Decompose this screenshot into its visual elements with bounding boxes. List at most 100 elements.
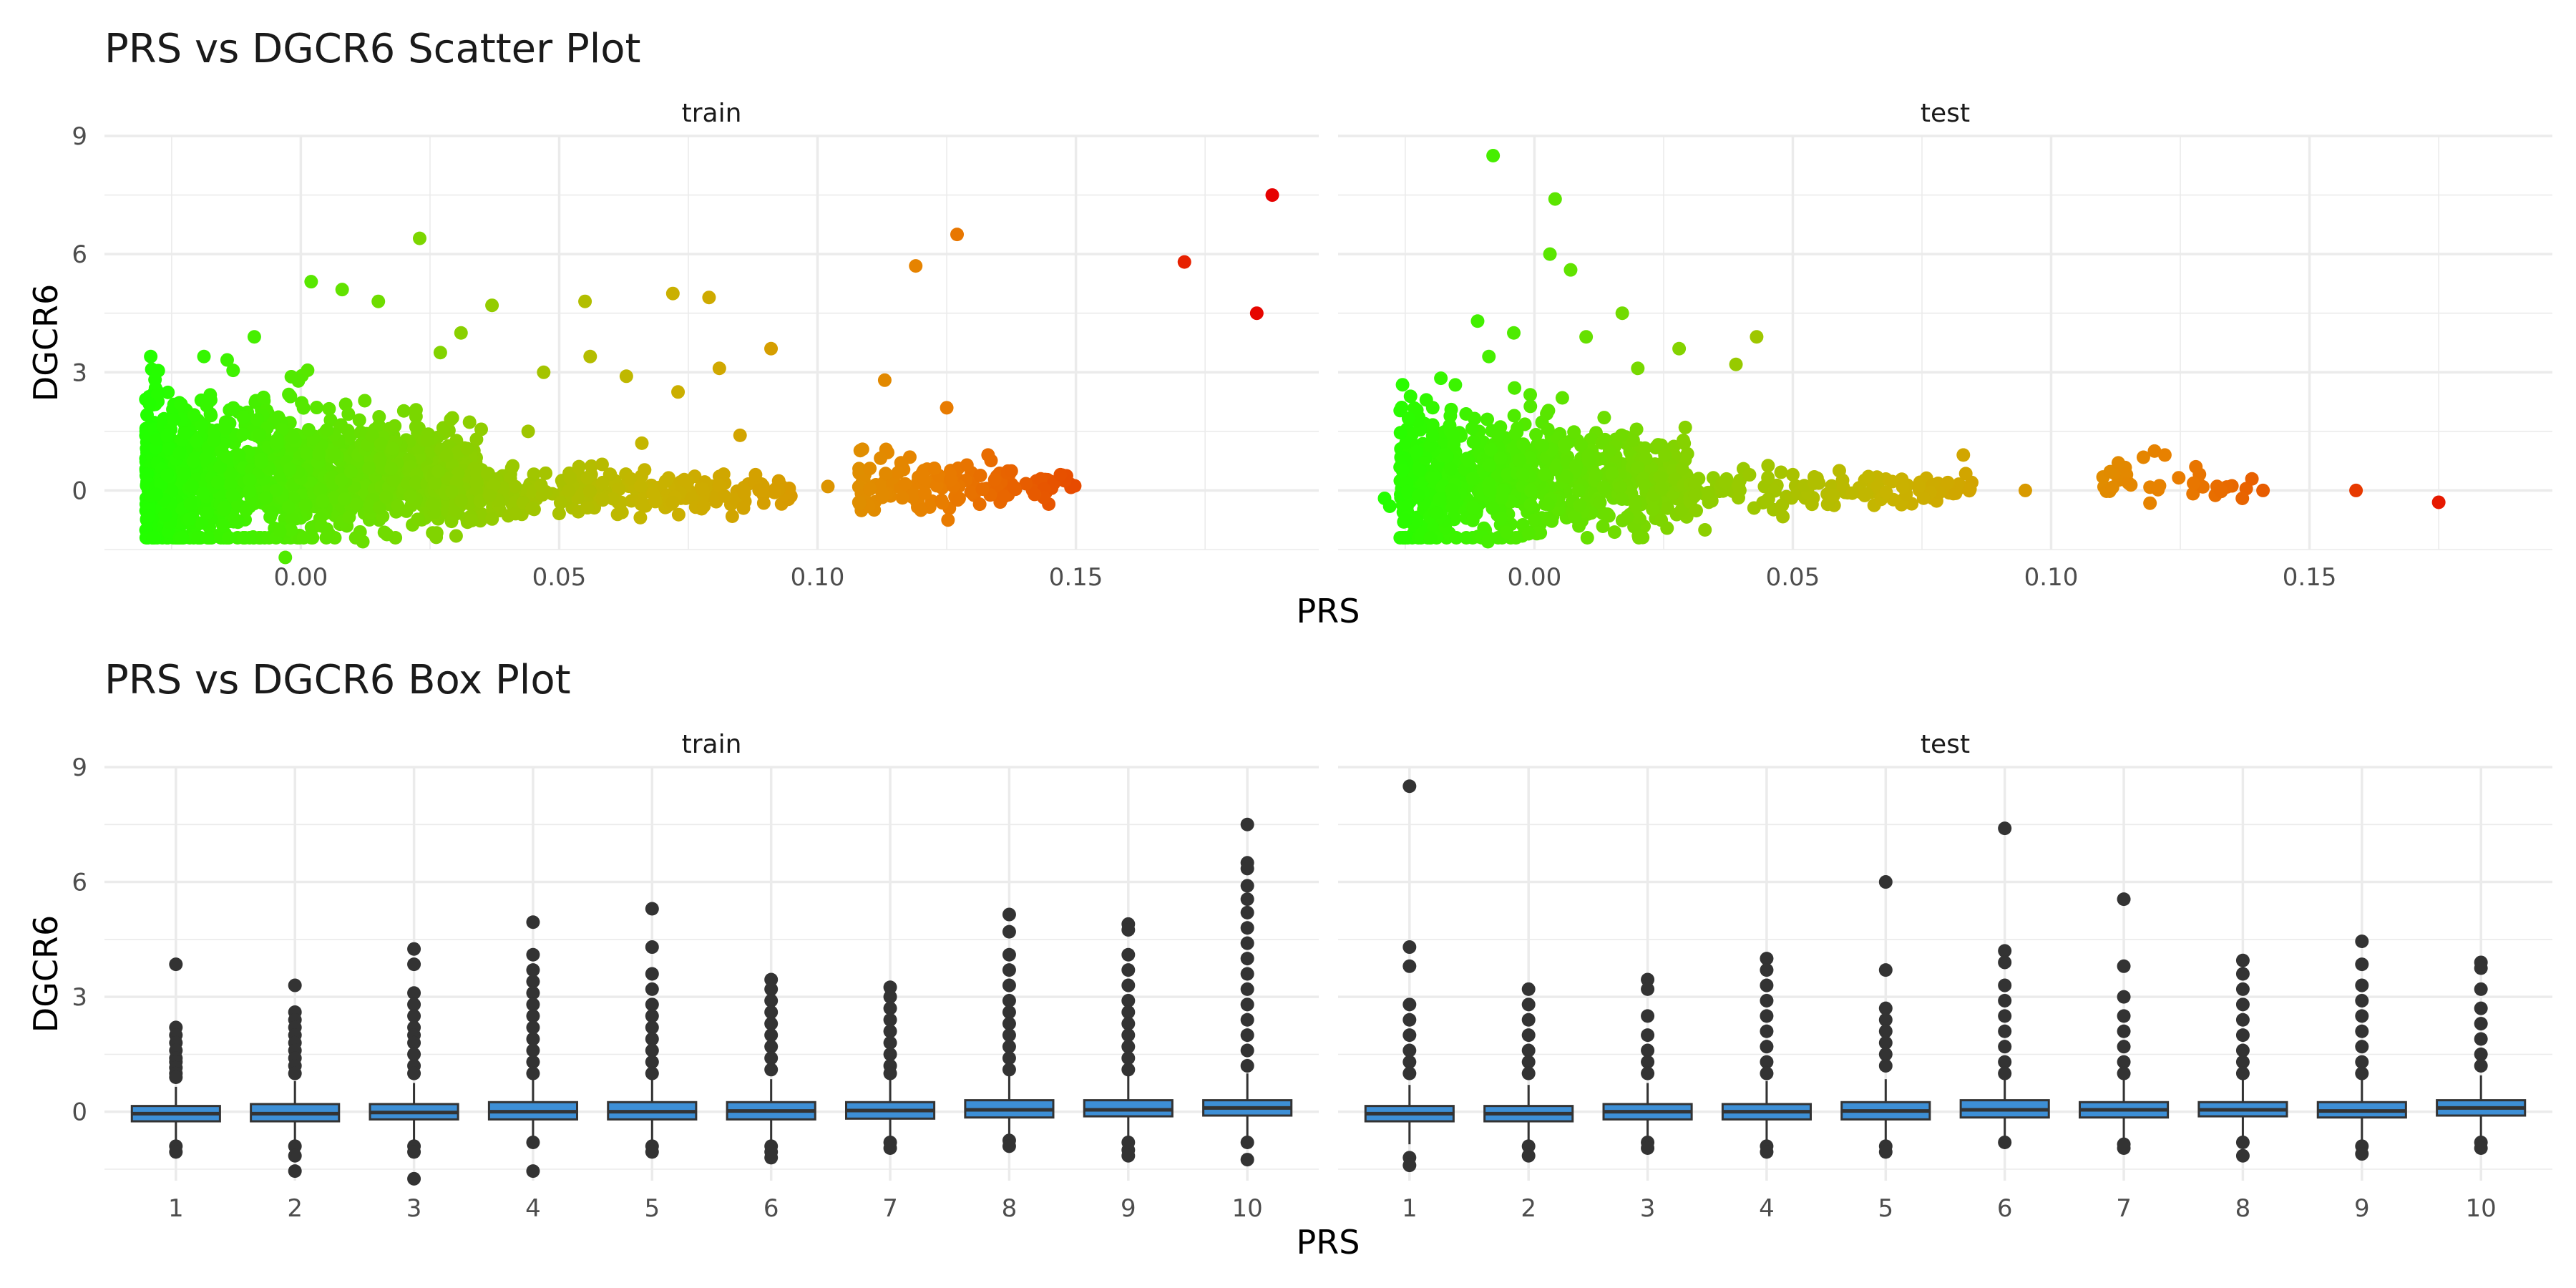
scatter-point bbox=[196, 487, 210, 501]
scatter-point bbox=[1482, 349, 1496, 364]
scatter-point bbox=[1425, 429, 1440, 443]
box-outlier bbox=[1521, 1148, 1536, 1163]
box-outlier bbox=[1002, 993, 1016, 1008]
scatter-point bbox=[975, 482, 990, 497]
scatter-point bbox=[595, 457, 609, 472]
scatter-point bbox=[1774, 465, 1788, 479]
box-outlier bbox=[526, 986, 540, 1000]
scatter-point bbox=[1068, 479, 1082, 493]
y-tick-label: 6 bbox=[72, 869, 87, 897]
scatter-point bbox=[1555, 391, 1569, 405]
scatter-point bbox=[905, 490, 919, 504]
box-outlier bbox=[407, 1047, 421, 1061]
box-outlier bbox=[1402, 1028, 1417, 1043]
scatter-point bbox=[1008, 481, 1022, 495]
scatter-point bbox=[665, 286, 680, 301]
x-tick-label: 0.10 bbox=[791, 563, 845, 592]
scatter-point bbox=[1395, 463, 1410, 477]
box-outlier bbox=[2117, 1009, 2131, 1023]
box-outlier bbox=[2235, 1028, 2250, 1043]
scatter-point bbox=[563, 471, 577, 485]
scatter-point bbox=[1861, 469, 1875, 484]
scatter-point bbox=[1651, 438, 1665, 452]
box-outlier bbox=[1998, 993, 2012, 1008]
box-outlier bbox=[2355, 957, 2369, 972]
box-outlier bbox=[764, 1051, 779, 1065]
box-outlier bbox=[1641, 1141, 1655, 1156]
scatter-point bbox=[342, 510, 356, 525]
box-outlier bbox=[1402, 1158, 1417, 1173]
scatter-point bbox=[1916, 491, 1931, 505]
box-outlier bbox=[1121, 978, 1136, 992]
box-outlier bbox=[645, 1032, 659, 1046]
box-plot: train 1 2 3 4 5 6 7 8 9 10 0 3 6 9 test 1 2 3 4 5 6 7 8 9 10 PRS DG… bbox=[26, 730, 2552, 1262]
scatter-point bbox=[428, 477, 442, 491]
box-outlier bbox=[2235, 1148, 2250, 1163]
box-outlier bbox=[645, 1009, 659, 1023]
box-outlier bbox=[1760, 1009, 1774, 1023]
box-outlier bbox=[1521, 1055, 1536, 1069]
box-outlier bbox=[2355, 1066, 2369, 1080]
box-outlier bbox=[1240, 1028, 1254, 1043]
scatter-point bbox=[1467, 501, 1481, 515]
box-outlier bbox=[1760, 1145, 1774, 1159]
scatter-point bbox=[1440, 449, 1454, 464]
scatter-point bbox=[167, 412, 181, 426]
facet-label-train: train bbox=[682, 730, 742, 759]
box-outlier bbox=[883, 990, 897, 1004]
scatter-point bbox=[506, 459, 520, 473]
scatter-point bbox=[358, 394, 372, 408]
scatter-point bbox=[553, 495, 567, 509]
scatter-point bbox=[1393, 426, 1407, 440]
scatter-point bbox=[2136, 450, 2150, 464]
box-outlier bbox=[883, 1024, 897, 1038]
scatter-point bbox=[186, 454, 200, 469]
scatter-point bbox=[1885, 474, 1899, 489]
scatter-point bbox=[313, 482, 327, 497]
facet-label-train: train bbox=[682, 99, 742, 128]
box-outlier bbox=[1240, 952, 1254, 966]
scatter-point bbox=[521, 424, 535, 439]
box-outlier bbox=[169, 957, 183, 972]
box-outlier bbox=[1121, 993, 1136, 1008]
scatter-point bbox=[623, 472, 638, 486]
scatter-point bbox=[356, 535, 370, 549]
scatter-point bbox=[1631, 461, 1645, 475]
scatter-point bbox=[534, 478, 548, 492]
scatter-point bbox=[2105, 480, 2119, 494]
scatter-point bbox=[371, 294, 386, 308]
scatter-point bbox=[756, 496, 771, 510]
scatter-point bbox=[1678, 420, 1692, 434]
scatter-point bbox=[1689, 504, 1704, 518]
scatter-point bbox=[2235, 491, 2250, 505]
scatter-point bbox=[1631, 530, 1646, 545]
scatter-point bbox=[737, 486, 751, 500]
box-outlier bbox=[407, 957, 421, 972]
scatter-point bbox=[736, 501, 751, 515]
scatter-point bbox=[580, 501, 595, 515]
scatter-point bbox=[226, 364, 240, 378]
scatter-point bbox=[677, 472, 691, 487]
box-outlier bbox=[883, 1066, 897, 1080]
scatter-point bbox=[537, 365, 551, 379]
scatter-point bbox=[278, 550, 293, 565]
scatter-point bbox=[247, 330, 261, 344]
x-tick-label: 0.05 bbox=[532, 563, 587, 592]
x-tick-label: 0.00 bbox=[1508, 563, 1562, 592]
scatter-point bbox=[275, 422, 289, 436]
scatter-point bbox=[1397, 530, 1412, 545]
box-outlier bbox=[526, 1020, 540, 1035]
scatter-point bbox=[1776, 509, 1790, 524]
box-outlier bbox=[407, 1009, 421, 1023]
scatter-point bbox=[733, 428, 747, 442]
box-outlier bbox=[1121, 1063, 1136, 1077]
scatter-point bbox=[409, 409, 423, 424]
box-outlier bbox=[1002, 978, 1016, 992]
box-outlier bbox=[1641, 1043, 1655, 1058]
scatter-point bbox=[918, 486, 932, 500]
scatter-point bbox=[508, 479, 522, 494]
box-outlier bbox=[526, 1164, 540, 1179]
box-outlier bbox=[288, 1066, 302, 1080]
scatter-point bbox=[220, 450, 234, 464]
box-outlier bbox=[1878, 1047, 1893, 1061]
